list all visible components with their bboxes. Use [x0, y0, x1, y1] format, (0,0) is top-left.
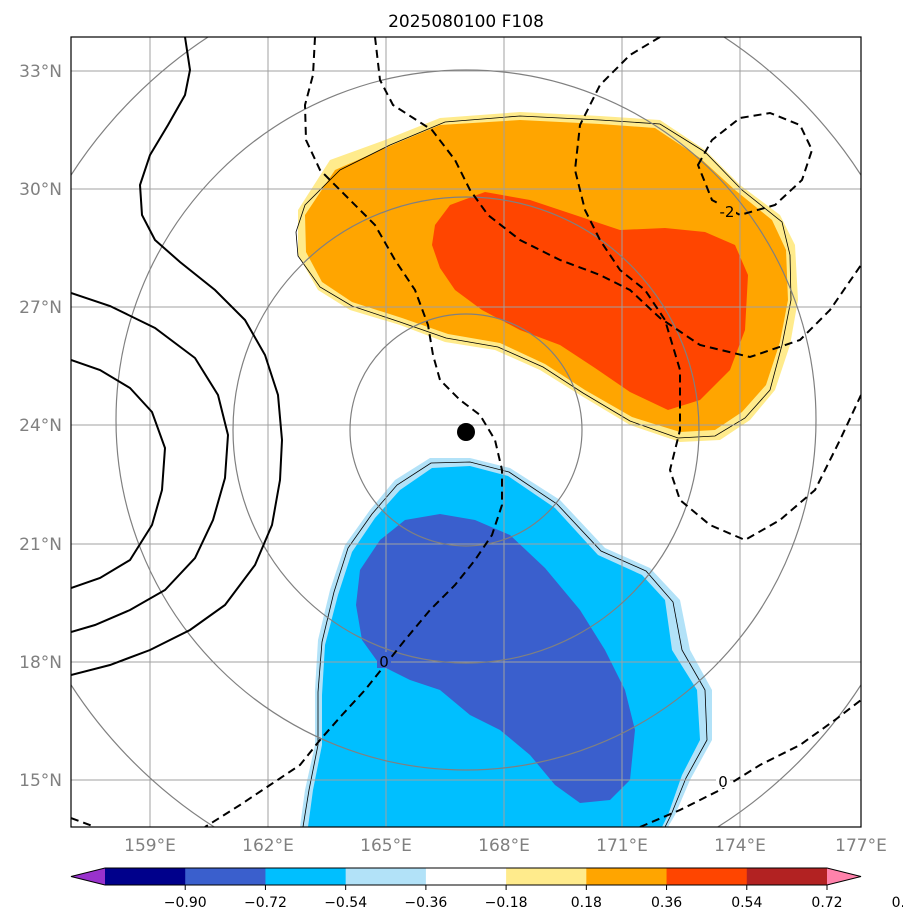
- colorbar-tick-label: 0.18: [571, 895, 602, 911]
- dashed-contour-right: [573, 37, 861, 542]
- lon-tick-label: 165°E: [360, 836, 412, 856]
- colorbar-tick-label: 0.36: [651, 895, 682, 911]
- colorbar-segment: [185, 868, 266, 885]
- contour-label-bg: [716, 772, 730, 788]
- lat-tick-label: 15°N: [19, 771, 62, 791]
- dashed-contour-upper-right: [374, 37, 861, 359]
- lat-tick-labels: 33°N 30°N 27°N 24°N 21°N 18°N 15°N: [19, 62, 62, 791]
- colorbar-segment: [425, 868, 507, 885]
- dashed-contour-east-ring: [204, 37, 503, 827]
- colorbar-segment: [105, 868, 186, 885]
- contour-label-minus2: -2: [720, 203, 735, 221]
- colorbar-segment: [586, 868, 668, 885]
- lon-tick-label: 159°E: [124, 836, 176, 856]
- anomaly-outline-positive: [295, 115, 792, 439]
- colorbar-tick-label: 0.90: [892, 895, 903, 911]
- lon-tick-label: 171°E: [596, 836, 648, 856]
- colorbar-tick-label: −0.36: [404, 895, 447, 911]
- colorbar-tick-label: −0.90: [164, 895, 207, 911]
- lat-tick-label: 24°N: [19, 416, 62, 436]
- lon-tick-label: 174°E: [714, 836, 766, 856]
- lon-tick-label: 168°E: [478, 836, 530, 856]
- contour-label-zero-east: 0: [718, 773, 728, 791]
- lat-tick-label: 33°N: [19, 62, 62, 82]
- figure-title: 2025080100 F108: [388, 12, 544, 32]
- colorbar-segment: [345, 868, 427, 885]
- lat-tick-label: 18°N: [19, 653, 62, 673]
- lon-tick-label: 162°E: [242, 836, 294, 856]
- dashed-contour-bottom-right: [639, 699, 861, 827]
- storm-center-marker: [457, 423, 475, 441]
- range-rings: [71, 37, 861, 827]
- colorbar-tick-label: 0.72: [811, 895, 842, 911]
- lat-tick-label: 27°N: [19, 298, 62, 318]
- dashed-contours: [71, 37, 861, 827]
- dashed-contour-bottom-left: [71, 817, 96, 827]
- colorbar-segment: [666, 868, 748, 885]
- map-panel: -2 0 0: [71, 37, 861, 827]
- colorbar-tick-label: −0.54: [324, 895, 367, 911]
- colorbar-segment: [746, 868, 828, 885]
- colorbar-tick-label: −0.72: [244, 895, 287, 911]
- map-frame: [70, 36, 862, 828]
- lon-tick-labels: 159°E 162°E 165°E 168°E 171°E 174°E 177°…: [124, 836, 887, 856]
- contour-label-bg: [377, 652, 391, 668]
- anomaly-fill-0.54-0.72: [432, 192, 748, 410]
- colorbar-outline: [70, 867, 862, 886]
- lon-tick-label: 177°E: [835, 836, 887, 856]
- colorbar: −0.90 −0.72 −0.54 −0.36 −0.18 0.18 0.36 0.54 0.7…: [70, 867, 903, 911]
- anomaly-fill-neg-0.54-0.72: [356, 514, 635, 803]
- colorbar-tick-label: −0.18: [485, 895, 528, 911]
- colorbar-segment: [265, 868, 347, 885]
- lat-tick-label: 21°N: [19, 535, 62, 555]
- colorbar-extend-high: [827, 868, 861, 885]
- colorbar-segment: [506, 868, 587, 885]
- contour-label-zero-west: 0: [379, 653, 389, 671]
- colorbar-extend-low: [71, 868, 105, 885]
- positive-anomaly-shading: [298, 112, 798, 442]
- lat-tick-label: 30°N: [19, 180, 62, 200]
- dashed-contour-closed-ne: [696, 111, 814, 217]
- colorbar-tick-label: 0.54: [731, 895, 762, 911]
- solid-contours: [71, 37, 284, 676]
- anomaly-outline-negative: [302, 461, 708, 827]
- contour-label-bg: [718, 203, 736, 219]
